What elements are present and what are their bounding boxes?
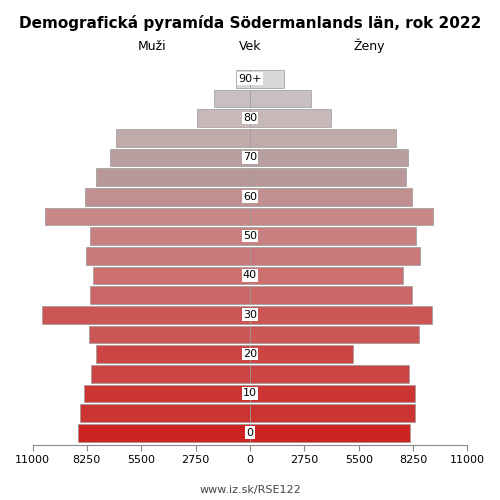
- Bar: [250, 266, 403, 284]
- Text: Muži: Muži: [138, 40, 166, 53]
- Text: 60: 60: [243, 192, 257, 202]
- Bar: [250, 227, 416, 245]
- Bar: [250, 326, 419, 344]
- Bar: [250, 247, 420, 264]
- Bar: [89, 326, 250, 344]
- Text: 10: 10: [243, 388, 257, 398]
- Bar: [250, 168, 406, 186]
- Bar: [96, 168, 250, 186]
- Bar: [196, 109, 250, 127]
- Bar: [85, 188, 250, 206]
- Bar: [250, 365, 409, 382]
- Text: Ženy: Ženy: [354, 38, 386, 53]
- Bar: [91, 365, 250, 382]
- Text: 80: 80: [243, 113, 257, 123]
- Bar: [250, 188, 412, 206]
- Bar: [250, 424, 410, 442]
- Bar: [214, 90, 250, 107]
- Bar: [96, 345, 250, 363]
- Text: www.iz.sk/RSE122: www.iz.sk/RSE122: [199, 485, 301, 495]
- Bar: [110, 148, 250, 166]
- Bar: [250, 345, 353, 363]
- Bar: [86, 247, 250, 264]
- Bar: [90, 227, 250, 245]
- Bar: [250, 384, 415, 402]
- Bar: [250, 208, 433, 225]
- Bar: [90, 286, 250, 304]
- Bar: [80, 404, 250, 422]
- Bar: [250, 129, 396, 146]
- Bar: [46, 208, 250, 225]
- Bar: [250, 70, 284, 87]
- Bar: [250, 286, 412, 304]
- Bar: [250, 90, 312, 107]
- Text: 70: 70: [243, 152, 257, 162]
- Text: 0: 0: [246, 428, 254, 438]
- Bar: [116, 129, 250, 146]
- Text: 40: 40: [243, 270, 257, 280]
- Bar: [250, 404, 415, 422]
- Text: 20: 20: [243, 349, 257, 359]
- Text: 30: 30: [243, 310, 257, 320]
- Title: Demografická pyramída Södermanlands län, rok 2022: Demografická pyramída Södermanlands län,…: [19, 15, 481, 31]
- Bar: [84, 384, 250, 402]
- Bar: [250, 148, 408, 166]
- Bar: [250, 306, 432, 324]
- Text: 50: 50: [243, 231, 257, 241]
- Bar: [236, 70, 250, 87]
- Bar: [42, 306, 250, 324]
- Bar: [78, 424, 250, 442]
- Text: Vek: Vek: [238, 40, 261, 53]
- Text: 90+: 90+: [238, 74, 262, 84]
- Bar: [250, 109, 331, 127]
- Bar: [93, 266, 250, 284]
